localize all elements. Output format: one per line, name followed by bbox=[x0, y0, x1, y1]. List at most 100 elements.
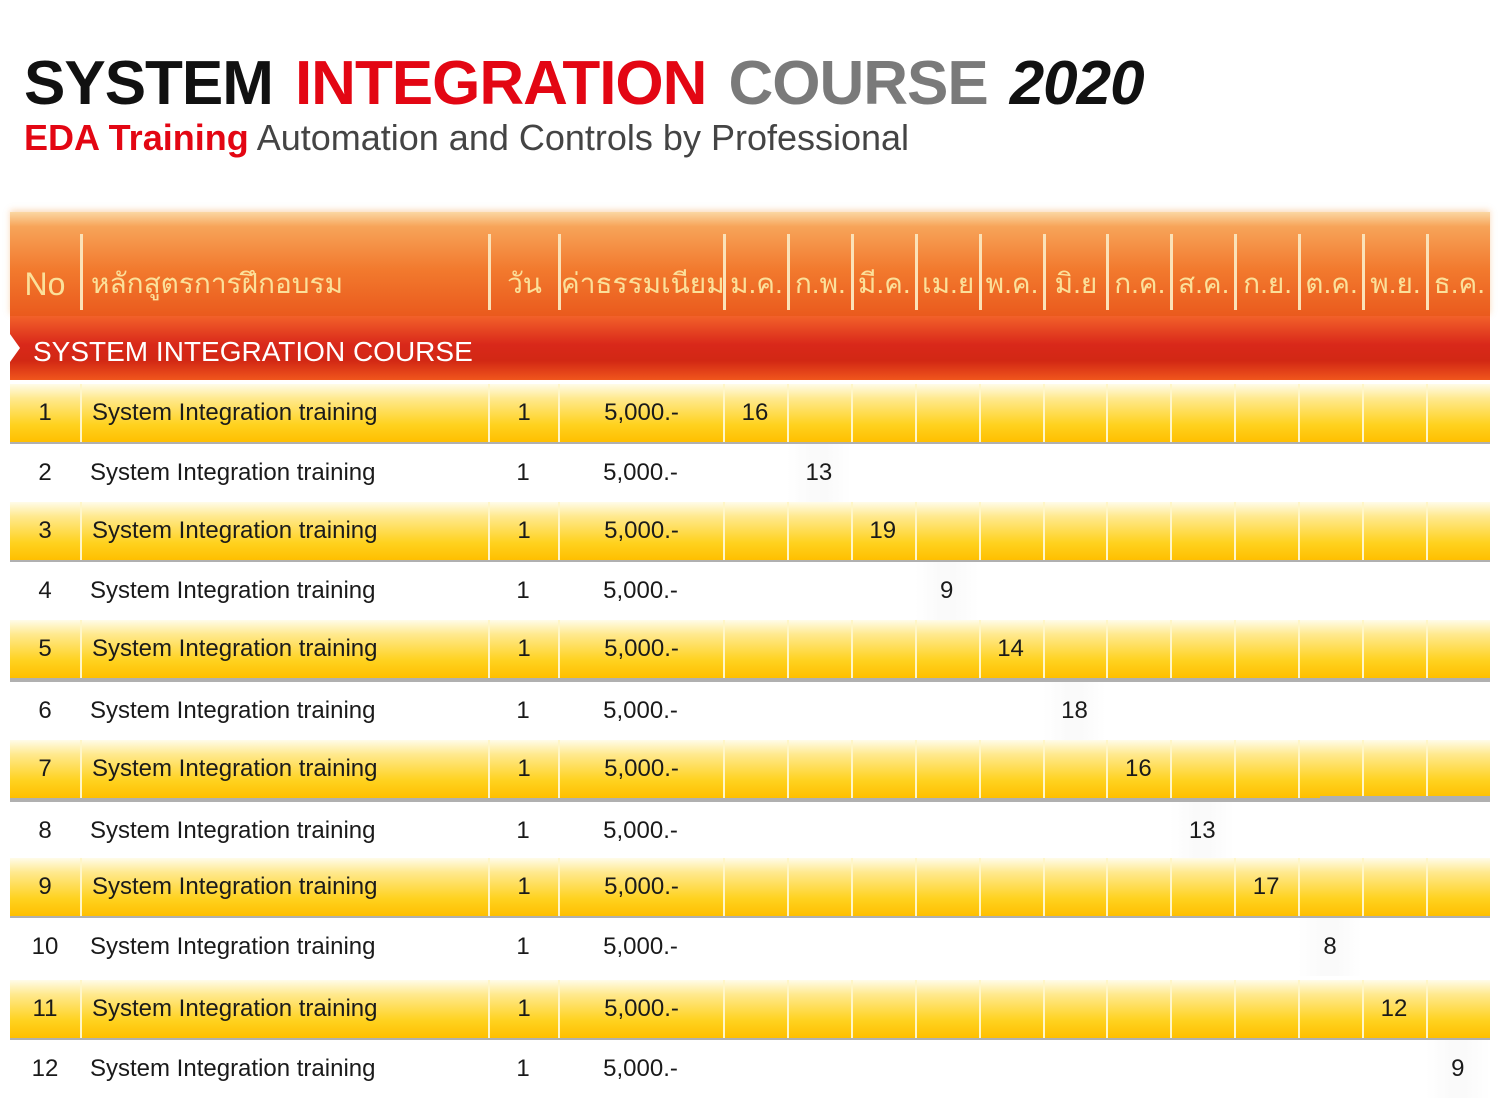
month-cell bbox=[1362, 858, 1426, 916]
month-cell bbox=[914, 620, 979, 678]
month-cell bbox=[786, 384, 851, 442]
month-cell bbox=[850, 620, 915, 678]
table-row: 6 System Integration training 1 5,000.- 18 bbox=[10, 682, 1490, 740]
header-month-1: ม.ค. bbox=[723, 234, 787, 310]
month-cell bbox=[978, 858, 1043, 916]
row-course: System Integration training bbox=[90, 459, 376, 486]
subtitle-tagline: Automation and Controls by Professional bbox=[256, 117, 910, 158]
month-cell bbox=[786, 740, 851, 798]
month-cell bbox=[1362, 740, 1426, 798]
row-no: 2 bbox=[38, 459, 52, 486]
month-cell bbox=[723, 502, 787, 560]
row-days: 1 bbox=[516, 817, 530, 844]
month-cell bbox=[1298, 384, 1362, 442]
month-cell bbox=[850, 980, 915, 1038]
row-days: 1 bbox=[488, 858, 558, 916]
month-cell bbox=[1234, 620, 1298, 678]
subtitle-brand: EDA Training bbox=[24, 117, 249, 158]
month-cell bbox=[1170, 858, 1234, 916]
month-cell bbox=[1425, 502, 1490, 560]
header-days: วัน bbox=[488, 234, 558, 310]
row-no: 1 bbox=[38, 399, 52, 426]
row-no: 7 bbox=[38, 755, 52, 782]
training-date: 12 bbox=[1380, 995, 1408, 1022]
header-no: No bbox=[24, 266, 66, 302]
row-fee: 5,000.- bbox=[558, 740, 723, 798]
row-fee: 5,000.- bbox=[603, 697, 678, 724]
month-cell bbox=[1298, 980, 1362, 1038]
month-cell bbox=[1362, 502, 1426, 560]
month-cell bbox=[1170, 502, 1234, 560]
row-fee: 5,000.- bbox=[558, 858, 723, 916]
row-course: System Integration training bbox=[80, 980, 488, 1038]
row-days: 1 bbox=[516, 577, 530, 604]
table-row: 1 System Integration training 1 5,000.- 16 bbox=[10, 384, 1490, 446]
month-cell bbox=[1170, 980, 1234, 1038]
title-year: 2020 bbox=[1009, 49, 1145, 118]
month-cell bbox=[978, 502, 1043, 560]
table-row: 8 System Integration training 1 5,000.- 13 bbox=[10, 802, 1490, 860]
table-row: 11 System Integration training 1 5,000.- 12 bbox=[10, 980, 1490, 1042]
month-cell bbox=[723, 858, 787, 916]
row-fee: 5,000.- bbox=[558, 384, 723, 442]
table-row: 7 System Integration training 1 5,000.- 16 bbox=[10, 740, 1490, 802]
row-fee: 5,000.- bbox=[603, 817, 678, 844]
row-no: 12 bbox=[31, 1055, 59, 1082]
row-fee: 5,000.- bbox=[558, 620, 723, 678]
month-cell bbox=[1362, 980, 1426, 1038]
month-cell bbox=[1106, 858, 1170, 916]
month-cell bbox=[978, 740, 1043, 798]
row-course: System Integration training bbox=[90, 577, 376, 604]
table-row: 10 System Integration training 1 5,000.- 8 bbox=[10, 918, 1490, 976]
month-cell bbox=[1170, 740, 1234, 798]
month-cell bbox=[786, 502, 851, 560]
row-no: 11 bbox=[32, 995, 58, 1022]
month-cell bbox=[1425, 384, 1490, 442]
title-word-integration: INTEGRATION bbox=[294, 49, 707, 118]
header-month-7: ก.ค. bbox=[1106, 234, 1170, 310]
month-cell bbox=[723, 384, 787, 442]
month-cell bbox=[786, 620, 851, 678]
month-cell bbox=[723, 980, 787, 1038]
training-date: 18 bbox=[1042, 682, 1107, 740]
training-date: 17 bbox=[1252, 873, 1280, 900]
month-cell bbox=[1234, 980, 1298, 1038]
row-course: System Integration training bbox=[90, 933, 376, 960]
row-course: System Integration training bbox=[80, 620, 488, 678]
month-cell bbox=[1298, 620, 1362, 678]
table-header: No หลักสูตรการฝึกอบรม วัน ค่าธรรมเนียม ม.ค. ก… bbox=[10, 212, 1490, 316]
row-no: 9 bbox=[38, 873, 52, 900]
divider bbox=[1320, 796, 1490, 799]
header-month-2: ก.พ. bbox=[786, 234, 851, 310]
month-cell bbox=[1042, 980, 1107, 1038]
title-word-course: COURSE bbox=[728, 49, 988, 118]
row-days: 1 bbox=[516, 1055, 530, 1082]
header-month-11: พ.ย. bbox=[1362, 234, 1426, 310]
training-date: 16 bbox=[1124, 755, 1152, 782]
table-row: 2 System Integration training 1 5,000.- 13 bbox=[10, 444, 1490, 502]
header-month-4: เม.ย bbox=[914, 234, 979, 310]
month-cell bbox=[1425, 740, 1490, 798]
row-days: 1 bbox=[488, 980, 558, 1038]
month-cell bbox=[914, 980, 979, 1038]
month-cell bbox=[850, 740, 915, 798]
row-no: 8 bbox=[38, 817, 52, 844]
month-cell bbox=[914, 740, 979, 798]
month-cell bbox=[1234, 502, 1298, 560]
row-no: 6 bbox=[38, 697, 52, 724]
training-date: 19 bbox=[869, 517, 897, 544]
month-cell bbox=[1298, 502, 1362, 560]
month-cell bbox=[1425, 980, 1490, 1038]
row-course: System Integration training bbox=[80, 384, 488, 442]
month-cell bbox=[786, 858, 851, 916]
month-cell bbox=[850, 502, 915, 560]
row-days: 1 bbox=[488, 502, 558, 560]
month-cell bbox=[1425, 858, 1490, 916]
header-fee: ค่าธรรมเนียม bbox=[558, 234, 725, 310]
row-course: System Integration training bbox=[90, 1055, 376, 1082]
training-date: 14 bbox=[997, 635, 1024, 662]
month-cell bbox=[978, 980, 1043, 1038]
header-month-8: ส.ค. bbox=[1170, 234, 1234, 310]
month-cell bbox=[978, 384, 1043, 442]
month-cell bbox=[1234, 858, 1298, 916]
